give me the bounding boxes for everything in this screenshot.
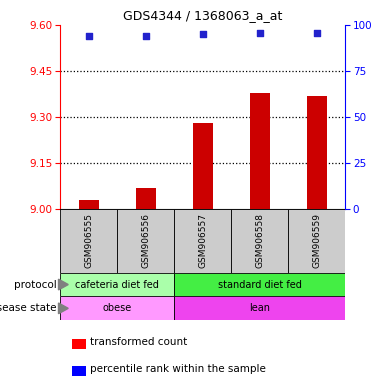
Text: protocol: protocol (14, 280, 57, 290)
Text: disease state: disease state (0, 303, 57, 313)
Bar (231, 209, 288, 273)
Bar (60, 296, 174, 320)
Bar (174, 209, 231, 273)
Bar (288, 209, 345, 273)
Point (257, 30, 263, 36)
Text: lean: lean (249, 303, 270, 313)
Bar (117, 209, 174, 273)
Text: GSM906559: GSM906559 (312, 214, 321, 268)
Text: GSM906556: GSM906556 (141, 214, 151, 268)
Point (314, 30, 320, 36)
Text: GSM906558: GSM906558 (255, 214, 264, 268)
Text: percentile rank within the sample: percentile rank within the sample (90, 364, 266, 374)
Text: standard diet fed: standard diet fed (218, 280, 302, 290)
Bar (136, 188, 156, 209)
Bar (60, 273, 174, 296)
Point (86, 33, 92, 39)
Bar (307, 96, 327, 209)
Text: GSM906557: GSM906557 (198, 214, 207, 268)
Text: cafeteria diet fed: cafeteria diet fed (75, 280, 160, 290)
Bar (174, 296, 345, 320)
Text: GSM906555: GSM906555 (84, 214, 94, 268)
Point (143, 33, 149, 39)
Bar (174, 273, 345, 296)
Bar (250, 93, 270, 209)
Text: transformed count: transformed count (90, 338, 187, 348)
Bar (60, 209, 117, 273)
Bar (72, 366, 86, 376)
Point (200, 31, 206, 37)
Text: obese: obese (103, 303, 132, 313)
Title: GDS4344 / 1368063_a_at: GDS4344 / 1368063_a_at (123, 9, 282, 22)
Bar (193, 123, 213, 209)
Bar (72, 339, 86, 349)
Bar (79, 200, 99, 209)
